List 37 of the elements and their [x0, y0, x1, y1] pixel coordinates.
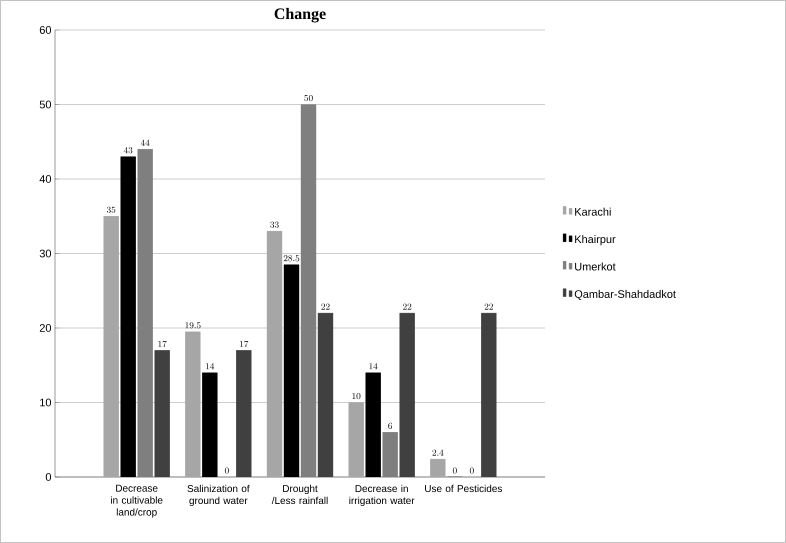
- data-label: 0: [224, 468, 229, 474]
- data-label: 17: [158, 340, 167, 348]
- legend-label: Karachi: [575, 208, 611, 216]
- data-label: 0: [470, 468, 474, 474]
- y-tick-label: 40: [40, 175, 52, 183]
- data-label: 43: [124, 147, 132, 154]
- data-label: 19.5: [185, 322, 201, 328]
- legend-label: Qambar-Shahdadkot: [574, 290, 676, 300]
- chart-title: Change: [274, 8, 326, 22]
- y-tick-label: 30: [40, 250, 52, 258]
- data-label: 14: [369, 363, 378, 370]
- data-label: 22: [484, 304, 493, 310]
- y-tick-label: 10: [40, 398, 52, 406]
- data-label: 22: [321, 304, 330, 310]
- x-tick-label: Salinization of ground water: [188, 484, 250, 506]
- x-tick-label: Decrease in cultivable land/crop: [111, 484, 163, 518]
- x-tick-label: Drought /Less rainfall: [272, 484, 328, 504]
- y-tick-label: 50: [40, 100, 52, 108]
- legend-label: Khairpur: [575, 235, 616, 246]
- data-label: 22: [403, 304, 412, 310]
- x-tick-label: Use of Pesticides: [425, 484, 502, 492]
- data-label: 17: [240, 340, 248, 348]
- y-tick-label: 20: [40, 324, 52, 332]
- data-label: 33: [270, 222, 279, 228]
- data-label: 44: [140, 140, 150, 146]
- y-tick-label: 0: [46, 473, 52, 481]
- legend-label: Umerkot: [575, 262, 616, 271]
- data-label: 6: [388, 422, 392, 429]
- data-label: 2.4: [432, 450, 444, 456]
- data-label: 28.5: [284, 255, 300, 262]
- data-label: 0: [452, 468, 457, 474]
- x-tick-label: Decrease in irrigation water: [349, 484, 414, 506]
- data-label: 35: [106, 206, 116, 213]
- data-label: 50: [304, 95, 313, 102]
- data-label: 14: [206, 363, 214, 370]
- data-label: 10: [352, 393, 360, 400]
- y-tick-label: 60: [40, 26, 52, 34]
